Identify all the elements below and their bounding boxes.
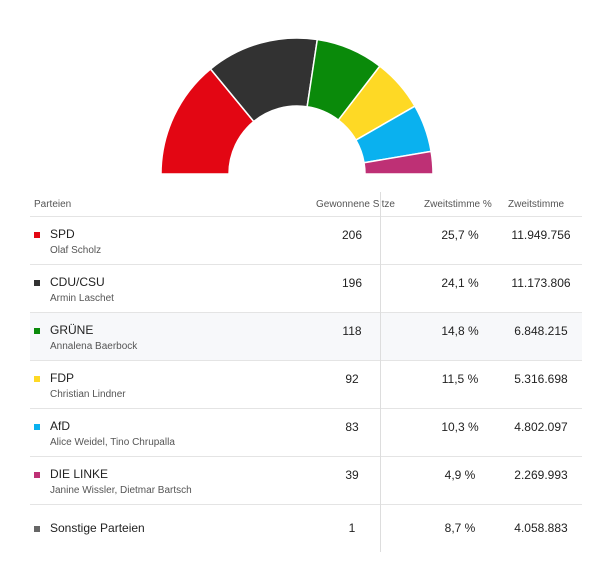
vote-percent-value: 10,3 %	[441, 420, 479, 434]
votes-value: 11.173.806	[511, 276, 571, 290]
header-vote-percent: Zweitstimme %	[424, 199, 492, 210]
column-divider	[380, 192, 381, 552]
votes-value: 4.058.883	[514, 521, 568, 535]
votes-value: 4.802.097	[514, 420, 568, 434]
vote-percent-value: 24,1 %	[441, 276, 479, 290]
vote-percent-value: 14,8 %	[441, 324, 479, 338]
table-row-sonstige: Sonstige Parteien 1 8,7 % 4.058.883	[30, 505, 582, 552]
seats-value: 118	[342, 324, 362, 338]
party-leaders: Alice Weidel, Tino Chrupalla	[50, 437, 175, 448]
party-leaders: Armin Laschet	[50, 293, 114, 304]
party-name: SPD	[50, 227, 75, 241]
vote-percent-value: 8,7 %	[444, 521, 476, 535]
seat-segment-die-linke	[363, 150, 434, 175]
party-name: FDP	[50, 371, 74, 385]
votes-value: 2.269.993	[514, 468, 568, 482]
table-row-spd: SPD Olaf Scholz 206 25,7 % 11.949.756	[30, 217, 582, 265]
party-leaders: Janine Wissler, Dietmar Bartsch	[50, 485, 192, 496]
party-color-swatch	[34, 472, 40, 478]
seat-distribution-chart	[160, 37, 434, 175]
party-color-swatch	[34, 526, 40, 532]
seats-value: 92	[345, 372, 359, 386]
table-row-fdp: FDP Christian Lindner 92 11,5 % 5.316.69…	[30, 361, 582, 409]
seats-value: 39	[345, 468, 359, 482]
table-row-die-linke: DIE LINKE Janine Wissler, Dietmar Bartsc…	[30, 457, 582, 505]
party-leaders: Christian Lindner	[50, 389, 126, 400]
header-seats: Gewonnene Sitze	[316, 199, 395, 210]
header-parties: Parteien	[34, 199, 72, 210]
seats-value: 206	[341, 228, 363, 242]
votes-value: 6.848.215	[514, 324, 568, 338]
header-votes: Zweitstimme	[508, 199, 565, 210]
votes-value: 11.949.756	[511, 228, 571, 242]
party-leaders: Annalena Baerbock	[50, 341, 138, 352]
table-row-cdu-csu: CDU/CSU Armin Laschet 196 24,1 % 11.173.…	[30, 265, 582, 313]
seats-value: 196	[341, 276, 363, 290]
party-color-swatch	[34, 328, 40, 334]
seats-value: 1	[348, 521, 356, 535]
party-name: AfD	[50, 419, 71, 433]
party-name: CDU/CSU	[50, 275, 105, 289]
votes-value: 5.316.698	[514, 372, 568, 386]
party-name: GRÜNE	[50, 323, 94, 337]
party-name: DIE LINKE	[50, 467, 109, 481]
party-color-swatch	[34, 376, 40, 382]
results-table: Parteien Gewonnene Sitze Zweitstimme % Z…	[30, 192, 582, 552]
party-name: Sonstige Parteien	[50, 521, 145, 535]
table-header: Parteien Gewonnene Sitze Zweitstimme % Z…	[30, 192, 582, 217]
seats-value: 83	[345, 420, 359, 434]
party-color-swatch	[34, 280, 40, 286]
table-row-afd: AfD Alice Weidel, Tino Chrupalla 83 10,3…	[30, 409, 582, 457]
party-leaders: Olaf Scholz	[50, 245, 102, 256]
party-color-swatch	[34, 232, 40, 238]
vote-percent-value: 4,9 %	[444, 468, 476, 482]
party-color-swatch	[34, 424, 40, 430]
vote-percent-value: 11,5 %	[441, 372, 479, 386]
vote-percent-value: 25,7 %	[441, 228, 479, 242]
table-row-gruene: GRÜNE Annalena Baerbock 118 14,8 % 6.848…	[30, 313, 582, 361]
